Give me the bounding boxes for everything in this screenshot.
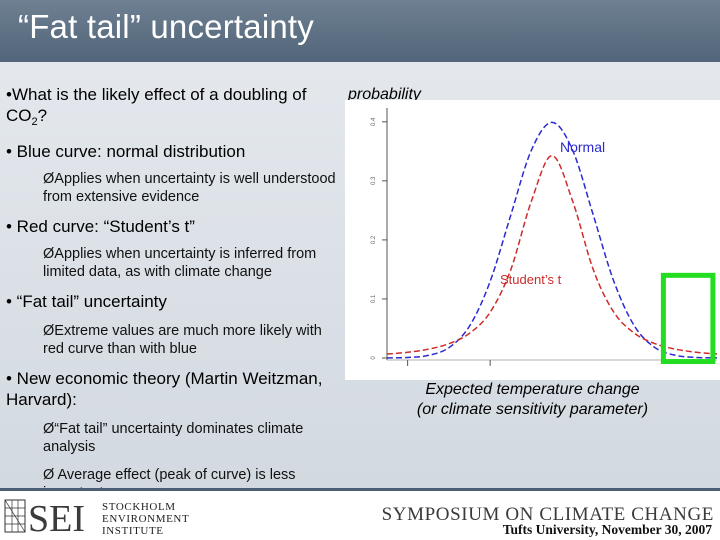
- y-tick-label: 0.2: [371, 235, 377, 244]
- chart-x-ticks: [407, 360, 491, 366]
- institute-line2: ENVIRONMENT: [102, 513, 190, 525]
- sei-logo: SEI: [4, 498, 85, 536]
- normal-curve-label: Normal: [560, 139, 605, 155]
- sub-bullet-red: ØApplies when uncertainty is inferred fr…: [43, 246, 317, 280]
- y-tick-label: 0.3: [371, 176, 377, 185]
- title-bar: [0, 0, 720, 62]
- footer-divider: [0, 488, 720, 491]
- bullet-question-line1: •What is the likely effect of a doubling…: [6, 85, 307, 104]
- sub-bullet-fat-tail: ØExtreme values are much more likely wit…: [43, 323, 322, 357]
- bullet-question-mark: ?: [37, 106, 48, 125]
- grid-icon: [4, 499, 26, 533]
- chart-x-label-line1: Expected temperature change: [425, 381, 640, 398]
- chart-y-label: probability: [348, 86, 421, 103]
- bullet-blue-curve: • Blue curve: normal distribution: [6, 142, 246, 161]
- y-tick-label: 0.4: [371, 117, 377, 126]
- student-t-curve-label: Student’s t: [500, 272, 562, 287]
- sei-logo-text: SEI: [28, 498, 85, 536]
- slide-title: “Fat tail” uncertainty: [18, 8, 315, 45]
- symposium-title: SYMPOSIUM ON CLIMATE CHANGE: [381, 504, 714, 525]
- distribution-chart: 0.4 0.3 0.2 0.1 0 Normal Student’s t: [345, 100, 720, 380]
- chart-x-label: Expected temperature change (or climate …: [355, 380, 710, 420]
- bullet-economic-theory: • New economic theory (Martin Weitzman, …: [6, 369, 323, 409]
- sub-bullet-dominates: Ø“Fat tail” uncertainty dominates climat…: [43, 421, 304, 455]
- symposium-subtitle: Tufts University, November 30, 2007: [502, 522, 712, 537]
- bullet-question-co: CO: [6, 106, 32, 125]
- institute-line3: INSTITUTE: [102, 525, 164, 537]
- chart-x-label-line2: (or climate sensitivity parameter): [416, 401, 649, 418]
- bullet-question-subscript: 2: [31, 116, 38, 128]
- chart-y-ticks: 0.4 0.3 0.2 0.1 0: [371, 117, 387, 360]
- bullet-fat-tail: • “Fat tail” uncertainty: [6, 292, 167, 311]
- student-t-curve-line: [386, 154, 718, 355]
- institute-line1: STOCKHOLM: [102, 501, 176, 513]
- fat-tail-highlight-box: [660, 272, 716, 365]
- bullet-list: •What is the likely effect of a doubling…: [6, 84, 346, 502]
- footer: SEI STOCKHOLM ENVIRONMENT INSTITUTE SYMP…: [0, 488, 720, 540]
- sub-bullet-blue: ØApplies when uncertainty is well unders…: [43, 171, 336, 205]
- normal-curve-line: [386, 121, 718, 359]
- y-tick-label: 0: [371, 356, 377, 360]
- y-tick-label: 0.1: [371, 294, 377, 303]
- bullet-red-curve: • Red curve: “Student’s t”: [6, 217, 195, 236]
- bullet-question: •What is the likely effect of a doubling…: [6, 84, 346, 133]
- institute-name: STOCKHOLM ENVIRONMENT INSTITUTE: [102, 501, 189, 537]
